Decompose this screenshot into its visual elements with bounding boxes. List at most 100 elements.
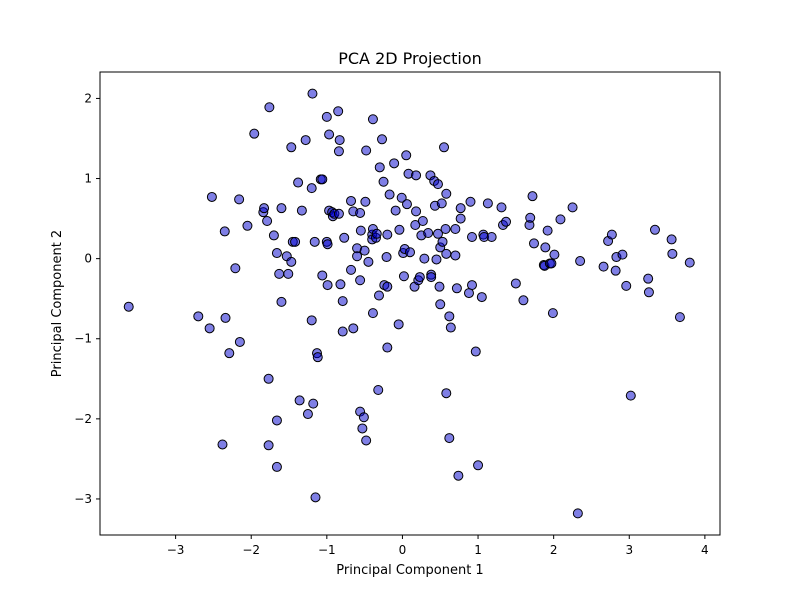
data-point	[555, 214, 566, 225]
data-point	[394, 224, 405, 235]
data-point	[262, 215, 273, 226]
data-point	[666, 234, 677, 245]
x-tick-label: 0	[399, 543, 407, 557]
data-point	[476, 292, 487, 303]
data-point	[389, 158, 400, 169]
data-point	[467, 280, 477, 291]
data-point	[204, 323, 215, 334]
data-point	[455, 203, 466, 214]
data-point	[575, 256, 586, 267]
data-point	[339, 232, 350, 243]
data-point	[549, 249, 560, 260]
data-point	[518, 295, 529, 306]
y-tick-label: −1	[74, 332, 92, 346]
data-point	[473, 460, 484, 471]
data-point	[296, 205, 307, 216]
data-point	[309, 236, 320, 247]
data-point	[249, 128, 260, 139]
data-point	[263, 373, 274, 384]
data-point	[401, 150, 412, 161]
data-point	[317, 270, 328, 281]
data-point	[384, 189, 395, 200]
data-point	[434, 281, 445, 292]
data-point	[455, 213, 466, 224]
x-tick-label: 3	[625, 543, 633, 557]
data-point	[431, 254, 442, 265]
data-point	[334, 135, 345, 146]
x-tick-label: −3	[167, 543, 185, 557]
data-point	[465, 196, 476, 207]
data-point	[367, 308, 378, 319]
data-point	[435, 299, 446, 310]
data-point	[436, 198, 447, 209]
data-point	[426, 272, 437, 283]
data-point	[259, 203, 270, 214]
data-point	[310, 492, 321, 503]
data-point	[286, 142, 297, 153]
data-point	[219, 226, 230, 237]
data-point	[486, 232, 497, 243]
x-axis-label: Principal Component 1	[336, 563, 483, 578]
data-point	[337, 326, 348, 337]
data-point	[286, 256, 297, 267]
data-point	[527, 191, 538, 202]
data-point	[417, 215, 428, 226]
plot-area-frame	[99, 71, 721, 536]
data-point	[496, 202, 507, 213]
data-point	[482, 198, 493, 209]
data-point	[467, 232, 477, 243]
data-point	[371, 228, 382, 239]
data-point	[333, 106, 344, 117]
data-point	[572, 508, 583, 519]
data-point	[263, 440, 274, 451]
y-tick-label: 1	[84, 172, 92, 186]
data-point	[501, 216, 512, 227]
data-point	[411, 206, 422, 217]
data-point	[390, 205, 401, 216]
data-point	[333, 208, 344, 219]
data-point	[234, 336, 245, 347]
data-point	[674, 312, 685, 323]
data-point	[396, 192, 407, 203]
data-point	[333, 146, 344, 157]
data-point	[432, 228, 443, 239]
ticks-layer: −3 −2 −1 0 1 2 3 4 −3 −2 −1 0 1 2	[74, 91, 708, 557]
data-point	[220, 312, 231, 323]
data-point	[355, 225, 366, 236]
x-tick-label: 1	[474, 543, 482, 557]
data-point	[322, 239, 333, 250]
data-point	[393, 319, 404, 330]
data-point	[360, 196, 371, 207]
data-point	[359, 245, 370, 256]
data-point	[276, 203, 287, 214]
data-point	[423, 228, 434, 239]
data-point	[224, 348, 235, 359]
data-point	[432, 179, 443, 190]
data-point	[381, 252, 392, 263]
data-point	[540, 242, 551, 253]
data-point	[242, 220, 253, 231]
data-point	[598, 261, 609, 272]
data-point	[206, 191, 217, 202]
data-point	[470, 346, 481, 357]
data-point	[264, 102, 275, 113]
data-point	[307, 88, 318, 99]
points-layer	[123, 88, 695, 519]
data-point	[355, 207, 366, 218]
data-point	[444, 311, 455, 322]
data-point	[378, 176, 389, 187]
data-point	[621, 280, 632, 291]
data-point	[453, 470, 464, 481]
data-point	[437, 236, 448, 247]
data-point	[625, 390, 636, 401]
data-point	[529, 238, 539, 249]
data-point	[440, 224, 451, 234]
data-point	[300, 135, 311, 146]
data-point	[451, 283, 462, 294]
y-tick-label: −2	[74, 412, 92, 426]
data-point	[441, 188, 452, 199]
data-point	[346, 264, 357, 275]
data-point	[401, 199, 412, 210]
x-tick-label: −2	[242, 543, 260, 557]
